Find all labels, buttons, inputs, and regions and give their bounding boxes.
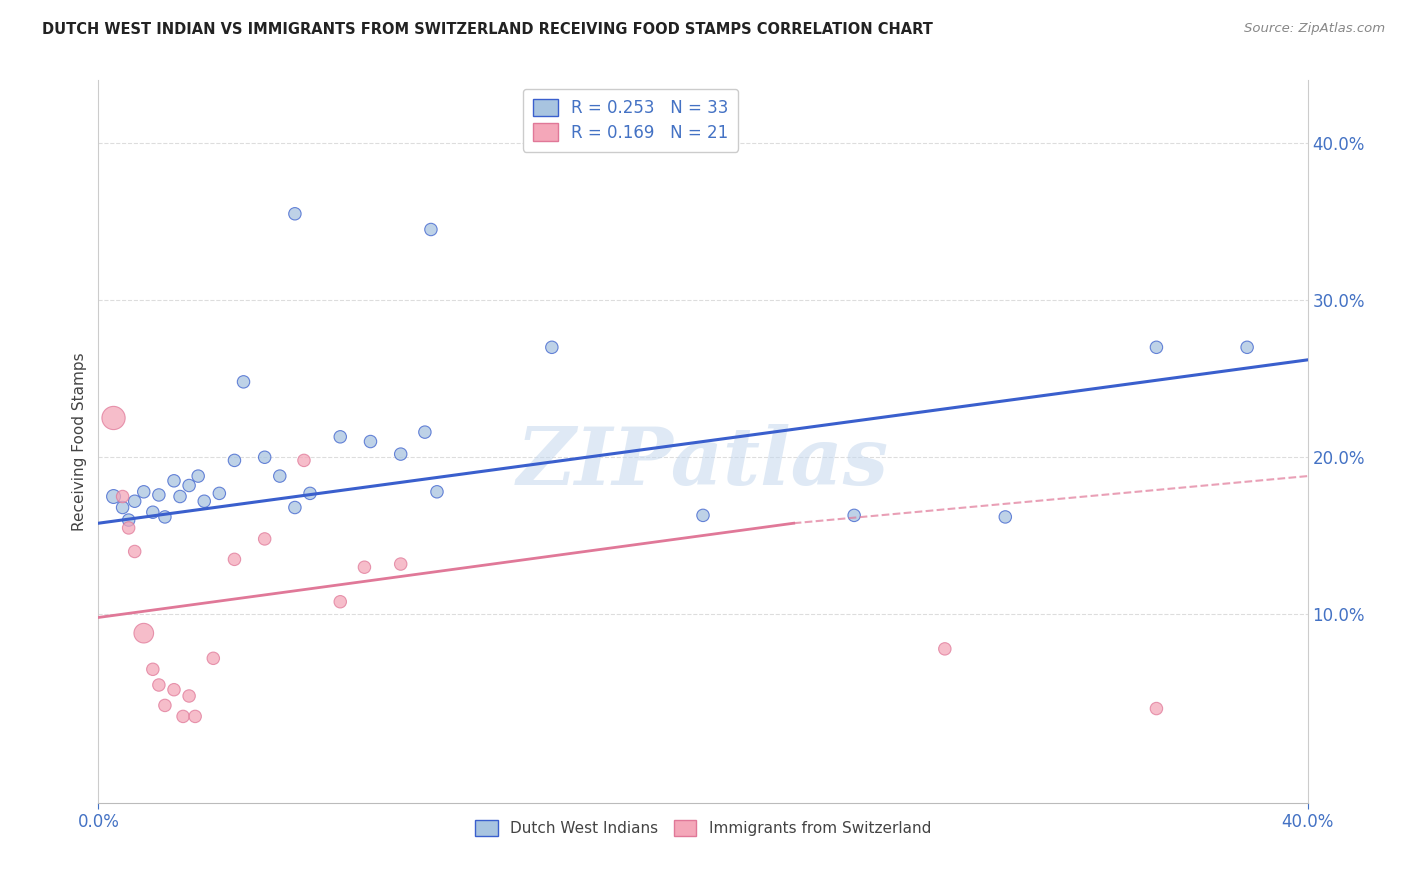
Point bbox=[284, 207, 307, 221]
Point bbox=[253, 532, 276, 546]
Point bbox=[163, 682, 186, 697]
Point bbox=[413, 425, 436, 439]
Point bbox=[103, 411, 125, 425]
Point bbox=[299, 486, 322, 500]
Point bbox=[163, 474, 186, 488]
Point bbox=[844, 508, 866, 523]
Point bbox=[329, 430, 352, 444]
Point bbox=[142, 662, 165, 676]
Point bbox=[284, 500, 307, 515]
Point bbox=[353, 560, 375, 574]
Point bbox=[118, 513, 141, 527]
Point bbox=[187, 469, 209, 483]
Point bbox=[426, 484, 449, 499]
Point bbox=[253, 450, 276, 465]
Point bbox=[172, 709, 194, 723]
Point bbox=[124, 544, 146, 558]
Point bbox=[184, 709, 207, 723]
Point bbox=[360, 434, 382, 449]
Point bbox=[103, 490, 125, 504]
Point bbox=[224, 552, 246, 566]
Point bbox=[111, 490, 134, 504]
Point bbox=[179, 689, 201, 703]
Point bbox=[994, 510, 1017, 524]
Point bbox=[193, 494, 215, 508]
Point bbox=[124, 494, 146, 508]
Point bbox=[224, 453, 246, 467]
Point bbox=[169, 490, 191, 504]
Point bbox=[148, 488, 170, 502]
Point bbox=[389, 447, 412, 461]
Point bbox=[153, 698, 176, 713]
Text: Source: ZipAtlas.com: Source: ZipAtlas.com bbox=[1244, 22, 1385, 36]
Point bbox=[1144, 340, 1167, 354]
Point bbox=[1144, 701, 1167, 715]
Point bbox=[540, 340, 562, 354]
Point bbox=[292, 453, 315, 467]
Point bbox=[179, 478, 201, 492]
Legend: Dutch West Indians, Immigrants from Switzerland: Dutch West Indians, Immigrants from Swit… bbox=[468, 814, 938, 842]
Point bbox=[148, 678, 170, 692]
Point bbox=[389, 557, 412, 571]
Point bbox=[934, 641, 956, 656]
Point bbox=[208, 486, 231, 500]
Point bbox=[1236, 340, 1258, 354]
Point bbox=[132, 626, 155, 640]
Point bbox=[132, 484, 155, 499]
Point bbox=[232, 375, 254, 389]
Text: ZIPatlas: ZIPatlas bbox=[517, 425, 889, 502]
Point bbox=[111, 500, 134, 515]
Y-axis label: Receiving Food Stamps: Receiving Food Stamps bbox=[72, 352, 87, 531]
Point bbox=[692, 508, 714, 523]
Point bbox=[153, 510, 176, 524]
Point bbox=[269, 469, 291, 483]
Text: DUTCH WEST INDIAN VS IMMIGRANTS FROM SWITZERLAND RECEIVING FOOD STAMPS CORRELATI: DUTCH WEST INDIAN VS IMMIGRANTS FROM SWI… bbox=[42, 22, 934, 37]
Point bbox=[329, 595, 352, 609]
Point bbox=[420, 222, 443, 236]
Point bbox=[118, 521, 141, 535]
Point bbox=[202, 651, 225, 665]
Point bbox=[142, 505, 165, 519]
